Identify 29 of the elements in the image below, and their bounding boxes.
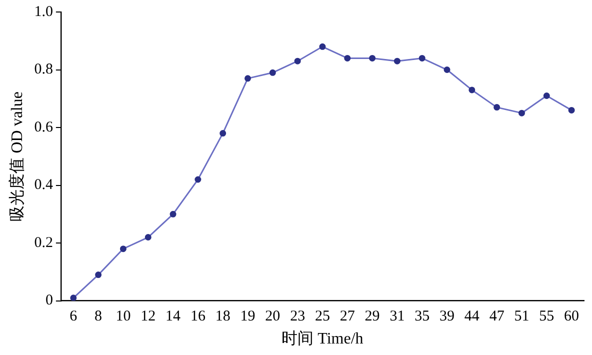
y-tick-label: 0 <box>45 292 53 309</box>
x-tick-label: 16 <box>190 308 206 325</box>
x-tick-label: 18 <box>215 308 230 325</box>
x-tick-label: 20 <box>265 308 280 325</box>
x-tick-label: 12 <box>140 308 156 325</box>
x-tick-label: 35 <box>414 308 430 325</box>
x-tick-label: 23 <box>290 308 306 325</box>
x-tick-label: 10 <box>116 308 131 325</box>
y-tick-label: 0.2 <box>34 234 53 251</box>
y-tick-label: 1.0 <box>34 4 53 20</box>
x-tick-label: 25 <box>314 308 330 325</box>
y-tick-label: 0.8 <box>34 62 53 78</box>
x-tick-label: 31 <box>390 308 405 325</box>
x-tick-label: 8 <box>94 308 102 325</box>
x-tick-label: 51 <box>514 308 530 325</box>
x-tick-label: 27 <box>340 308 356 325</box>
x-tick-label: 55 <box>539 308 554 325</box>
x-tick-label: 44 <box>464 308 480 325</box>
y-tick-label: 0.6 <box>34 119 54 136</box>
x-tick-label: 60 <box>564 308 580 325</box>
y-tick-label: 0.4 <box>34 177 54 194</box>
x-tick-label: 19 <box>240 308 256 325</box>
x-tick-label: 14 <box>166 308 182 325</box>
x-tick-label: 47 <box>489 308 505 325</box>
x-axis-title: 时间 Time/h <box>282 330 364 348</box>
y-axis-title: 吸光度值 OD value <box>8 92 26 222</box>
x-tick-label: 6 <box>70 308 78 325</box>
x-tick-label: 29 <box>364 308 380 325</box>
x-tick-label: 39 <box>440 308 455 325</box>
